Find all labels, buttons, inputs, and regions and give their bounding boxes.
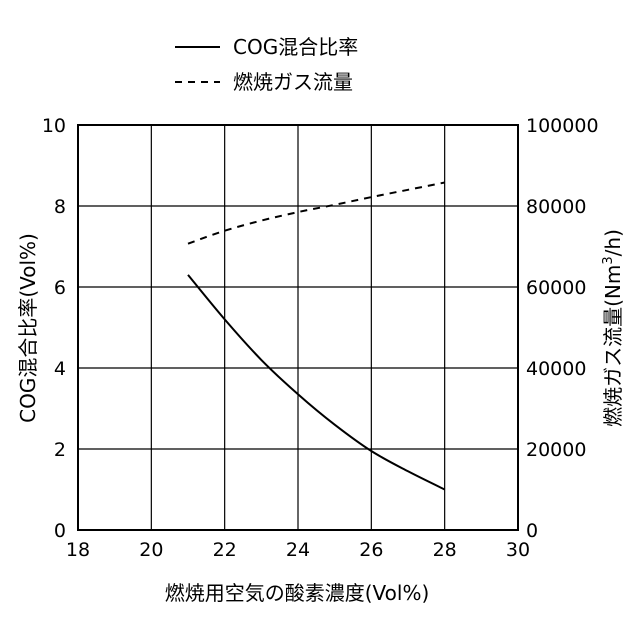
y-left-tick-label: 10 <box>42 115 66 137</box>
y-axis-left-title: COG混合比率(Vol%) <box>16 233 40 423</box>
y-left-tick-label: 6 <box>54 277 66 299</box>
y-left-tick-label: 2 <box>54 439 66 461</box>
tick-labels: 1820222426283002468100200004000060000800… <box>42 115 599 561</box>
grid-lines <box>78 125 518 530</box>
y-axis-right-title-main: 燃焼ガス流量(Nm <box>601 265 625 427</box>
y-left-tick-label: 4 <box>54 358 66 380</box>
x-tick-label: 28 <box>433 539 457 561</box>
x-tick-label: 20 <box>139 539 163 561</box>
series-layer <box>188 183 445 490</box>
x-axis-title: 燃焼用空気の酸素濃度(Vol%) <box>165 581 430 605</box>
y-left-tick-label: 8 <box>54 196 66 218</box>
x-tick-label: 26 <box>359 539 383 561</box>
y-right-tick-label: 80000 <box>526 196 586 218</box>
legend-label-gas-flow: 燃焼ガス流量 <box>233 70 353 94</box>
series-line-cog-ratio <box>188 275 445 490</box>
y-left-tick-label: 0 <box>54 520 66 542</box>
y-right-tick-label: 0 <box>526 520 538 542</box>
y-right-tick-label: 100000 <box>526 115 599 137</box>
y-axis-right-title-end: /h) <box>601 229 625 256</box>
x-tick-label: 22 <box>213 539 237 561</box>
y-axis-right-title: 燃焼ガス流量(Nm3/h) <box>601 229 625 427</box>
x-tick-label: 24 <box>286 539 310 561</box>
x-tick-label: 18 <box>66 539 90 561</box>
y-right-tick-label: 60000 <box>526 277 586 299</box>
y-axis-right-title-sup: 3 <box>601 256 616 264</box>
y-right-tick-label: 20000 <box>526 439 586 461</box>
y-right-tick-label: 40000 <box>526 358 586 380</box>
legend-label-cog: COG混合比率 <box>233 35 358 59</box>
series-line-gas-flow <box>188 183 445 244</box>
legend: COG混合比率 燃焼ガス流量 <box>175 35 358 94</box>
x-tick-label: 30 <box>506 539 530 561</box>
